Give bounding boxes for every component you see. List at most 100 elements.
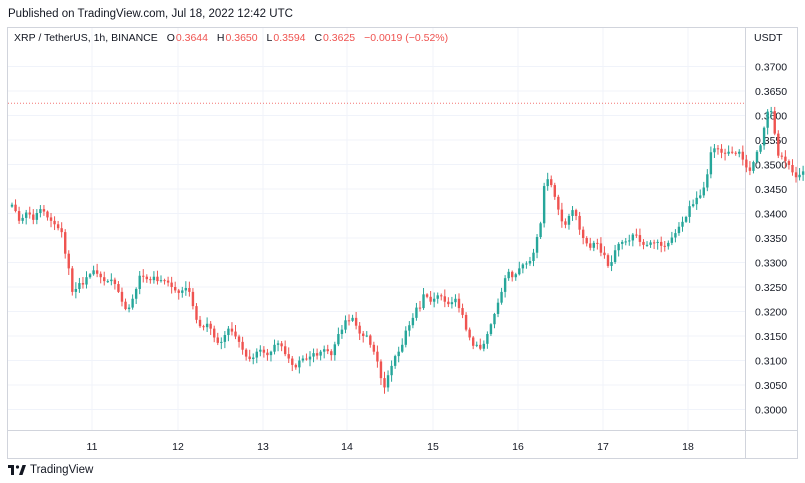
candle-body bbox=[535, 237, 539, 253]
candle-body bbox=[471, 337, 475, 346]
candle-body bbox=[422, 294, 425, 309]
price-tick-label: 0.3650 bbox=[755, 86, 787, 98]
date-tick-label: 11 bbox=[87, 441, 98, 453]
candle-body bbox=[110, 279, 113, 282]
candle-body bbox=[500, 291, 503, 303]
candle-body bbox=[248, 356, 251, 360]
candle-body bbox=[67, 253, 70, 269]
candle-body bbox=[262, 349, 266, 353]
candle-body bbox=[340, 329, 344, 335]
candle-body bbox=[163, 280, 166, 282]
price-tick-label: 0.3250 bbox=[755, 282, 787, 294]
candle-body bbox=[383, 378, 386, 388]
candle-body bbox=[276, 343, 280, 345]
candle-body bbox=[613, 250, 617, 263]
candle-body bbox=[464, 314, 468, 330]
candle-body bbox=[319, 351, 322, 356]
candle-body bbox=[631, 234, 635, 241]
candle-body bbox=[670, 237, 674, 243]
candle-body bbox=[635, 234, 638, 236]
candle-body bbox=[468, 329, 471, 338]
tradingview-logo-icon bbox=[8, 465, 26, 475]
candle-body bbox=[759, 145, 762, 152]
brand-footer[interactable]: TradingView bbox=[8, 464, 93, 476]
candle-body bbox=[347, 320, 351, 322]
price-tick-label: 0.3300 bbox=[755, 258, 787, 270]
candle-body bbox=[159, 280, 163, 282]
candle-body bbox=[127, 307, 131, 310]
candle-body bbox=[461, 308, 464, 315]
high-label: H bbox=[216, 32, 225, 44]
candle-body bbox=[397, 351, 400, 357]
candle-body bbox=[624, 241, 627, 243]
candle-body bbox=[56, 224, 60, 229]
candle-body bbox=[315, 353, 319, 356]
candle-body bbox=[617, 243, 620, 251]
candle-body bbox=[333, 344, 337, 356]
candle-body bbox=[603, 252, 606, 256]
candle-body bbox=[401, 344, 404, 352]
price-tick-label: 0.3000 bbox=[755, 405, 787, 417]
candle-body bbox=[408, 325, 411, 331]
candle-body bbox=[92, 270, 95, 275]
candle-body bbox=[202, 326, 205, 328]
candle-body bbox=[209, 323, 212, 329]
candle-body bbox=[794, 172, 798, 178]
candle-body bbox=[674, 233, 677, 238]
candle-body bbox=[780, 155, 784, 157]
candle-body bbox=[691, 204, 695, 207]
candle-body bbox=[220, 341, 223, 343]
candle-body bbox=[479, 344, 482, 349]
candle-body bbox=[557, 196, 560, 210]
candle-body bbox=[376, 351, 379, 362]
candle-body bbox=[312, 353, 315, 357]
candle-body bbox=[539, 223, 542, 238]
candle-body bbox=[234, 331, 237, 337]
candle-body bbox=[362, 333, 365, 336]
candle-body bbox=[308, 356, 312, 360]
price-tick-label: 0.3150 bbox=[755, 331, 787, 343]
candle-body bbox=[482, 343, 486, 349]
price-tick-label: 0.3400 bbox=[755, 209, 787, 221]
candle-body bbox=[266, 352, 269, 356]
candle-body bbox=[787, 161, 791, 165]
candle-body bbox=[610, 262, 613, 266]
candle-body bbox=[60, 228, 63, 233]
candle-body bbox=[628, 240, 631, 242]
candle-body bbox=[205, 323, 209, 328]
date-tick-label: 18 bbox=[682, 441, 694, 453]
candle-body bbox=[777, 133, 780, 156]
candle-body bbox=[489, 324, 493, 335]
candle-body bbox=[280, 343, 283, 347]
candle-body bbox=[241, 341, 244, 350]
candle-body bbox=[120, 291, 124, 302]
change-value: −0.0019 (−0.52%) bbox=[364, 32, 449, 44]
low-label: L bbox=[266, 32, 273, 44]
candle-body bbox=[418, 307, 422, 309]
candle-body bbox=[571, 210, 574, 216]
candle-body bbox=[298, 360, 301, 368]
candle-body bbox=[429, 296, 432, 302]
candle-body bbox=[142, 275, 145, 277]
candle-body bbox=[784, 156, 787, 162]
open-label: O bbox=[166, 32, 175, 44]
candle-body bbox=[184, 287, 188, 291]
price-tick-label: 0.3500 bbox=[755, 160, 787, 172]
candle-body bbox=[156, 276, 159, 282]
candle-body bbox=[741, 151, 745, 160]
candle-body bbox=[521, 264, 525, 269]
candle-body bbox=[386, 375, 390, 388]
symbol-legend: XRP / TetherUS, 1h, BINANCE O0.3644 H0.3… bbox=[14, 32, 448, 44]
candle-body bbox=[113, 279, 117, 285]
candle-body bbox=[379, 361, 383, 379]
candle-body bbox=[244, 349, 248, 357]
candle-body bbox=[372, 344, 376, 352]
candle-body bbox=[440, 295, 443, 297]
candle-body bbox=[351, 317, 354, 321]
candle-body bbox=[550, 179, 553, 186]
candle-body bbox=[177, 290, 180, 293]
candle-body bbox=[198, 319, 202, 327]
candle-body bbox=[195, 306, 198, 320]
candle-body bbox=[287, 354, 290, 359]
